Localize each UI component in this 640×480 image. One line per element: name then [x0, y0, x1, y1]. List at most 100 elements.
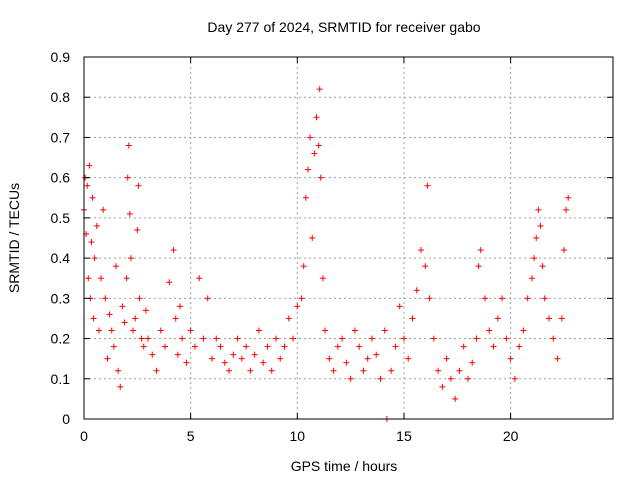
x-tick-label: 0	[80, 428, 88, 444]
data-point	[307, 134, 314, 141]
data-point	[503, 335, 510, 342]
data-point	[140, 343, 147, 350]
data-point	[422, 263, 429, 270]
data-point	[200, 335, 207, 342]
y-axis-label: SRMTID / TECUs	[6, 183, 22, 293]
data-point	[560, 247, 567, 254]
data-point	[486, 327, 493, 334]
data-point	[377, 375, 384, 382]
data-point	[174, 351, 181, 358]
data-point	[106, 311, 113, 318]
data-point	[322, 327, 329, 334]
data-point	[149, 351, 156, 358]
data-point	[89, 194, 96, 201]
data-point	[91, 255, 98, 262]
data-point	[475, 263, 482, 270]
data-point	[319, 275, 326, 282]
data-point	[172, 315, 179, 322]
data-point	[102, 295, 109, 302]
data-point	[396, 303, 403, 310]
data-point	[157, 327, 164, 334]
data-point	[334, 343, 341, 350]
data-point	[356, 343, 363, 350]
data-point	[162, 343, 169, 350]
data-point	[351, 327, 358, 334]
scatter-points	[81, 86, 572, 422]
y-tick-label: 0.6	[51, 170, 71, 186]
data-point	[550, 335, 557, 342]
data-point	[300, 263, 307, 270]
data-point	[347, 375, 354, 382]
x-tick-label: 20	[503, 428, 519, 444]
data-point	[435, 367, 442, 374]
data-point	[424, 182, 431, 189]
chart-title: Day 277 of 2024, SRMTID for receiver gab…	[207, 19, 480, 35]
data-point	[86, 162, 93, 169]
y-tick-label: 0	[62, 411, 70, 427]
x-tick-label: 15	[396, 428, 412, 444]
data-point	[511, 375, 518, 382]
data-point	[343, 359, 350, 366]
x-tick-label: 5	[187, 428, 195, 444]
data-point	[117, 383, 124, 390]
data-point	[539, 263, 546, 270]
data-point	[255, 327, 262, 334]
data-point	[452, 395, 459, 402]
data-point	[93, 222, 100, 229]
data-point	[272, 335, 279, 342]
data-point	[138, 335, 145, 342]
data-point	[516, 343, 523, 350]
data-point	[112, 263, 119, 270]
data-point	[124, 174, 131, 181]
data-point	[115, 367, 122, 374]
y-tick-label: 0.1	[51, 371, 71, 387]
data-point	[460, 343, 467, 350]
data-point	[196, 275, 203, 282]
y-tick-label: 0.4	[51, 250, 71, 266]
data-point	[558, 315, 565, 322]
data-point	[121, 319, 128, 326]
x-axis-label: GPS time / hours	[291, 458, 398, 474]
data-point	[447, 375, 454, 382]
data-point	[84, 182, 91, 189]
data-point	[537, 222, 544, 229]
data-point	[315, 142, 322, 149]
data-point	[302, 194, 309, 201]
data-point	[183, 359, 190, 366]
data-point	[494, 315, 501, 322]
data-point	[221, 359, 228, 366]
y-tick-label: 0.3	[51, 290, 71, 306]
x-tick-label: 10	[290, 428, 306, 444]
data-point	[381, 327, 388, 334]
data-point	[563, 206, 570, 213]
data-point	[373, 351, 380, 358]
data-point	[313, 114, 320, 121]
data-point	[490, 343, 497, 350]
data-point	[204, 295, 211, 302]
data-point	[238, 355, 245, 362]
data-point	[330, 367, 337, 374]
data-point	[281, 343, 288, 350]
data-point	[126, 210, 133, 217]
data-point	[179, 335, 186, 342]
data-point	[368, 335, 375, 342]
data-point	[360, 367, 367, 374]
data-point	[294, 303, 301, 310]
data-point	[554, 355, 561, 362]
data-point	[110, 343, 117, 350]
plot-frame	[83, 56, 614, 420]
data-point	[166, 279, 173, 286]
data-point	[251, 351, 258, 358]
data-point	[247, 367, 254, 374]
data-point	[277, 355, 284, 362]
data-point	[130, 327, 137, 334]
data-point	[134, 226, 141, 233]
data-point	[268, 367, 275, 374]
data-point	[298, 295, 305, 302]
y-tick-label: 0.2	[51, 331, 71, 347]
data-point	[409, 315, 416, 322]
data-point	[469, 359, 476, 366]
data-point	[520, 327, 527, 334]
data-point	[311, 150, 318, 157]
